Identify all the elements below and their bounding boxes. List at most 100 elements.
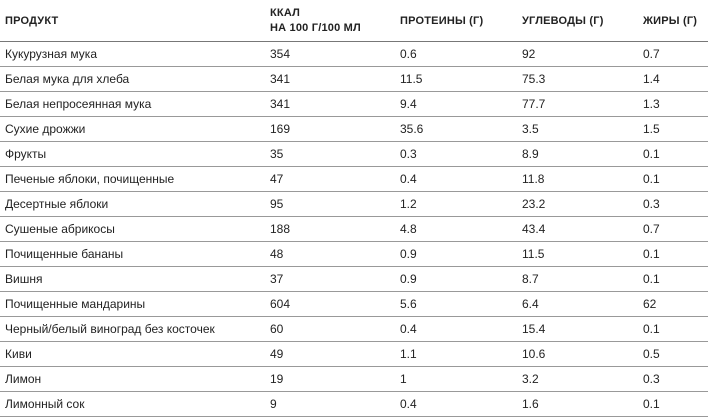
table-cell: Почищенные бананы (0, 241, 265, 267)
header-cell: ЖИРЫ (Г) (638, 0, 708, 42)
table-row: Сушеные абрикосы 188 4.8 43.4 0.7 (0, 216, 708, 242)
table-cell: Лимонный сок (0, 391, 265, 417)
table-cell: 0.1 (638, 141, 708, 167)
table-cell: 23.2 (517, 191, 638, 217)
table-cell: Черный/белый виноград без косточек (0, 316, 265, 342)
table-row: Белая мука для хлеба 341 11.5 75.3 1.4 (0, 66, 708, 92)
table-row: Киви 49 1.1 10.6 0.5 (0, 341, 708, 367)
table-row: Черный/белый виноград без косточек 60 0.4 1… (0, 316, 708, 342)
header-row: ПРОДУКТ ККАЛ НА 100 Г/100 МЛ ПРОТЕИНЫ (Г) УГ… (0, 0, 708, 42)
table-cell: 35.6 (395, 116, 517, 142)
table-cell: 77.7 (517, 91, 638, 117)
table-cell: 43.4 (517, 216, 638, 242)
table-cell: 0.4 (395, 316, 517, 342)
table-cell: 3.2 (517, 366, 638, 392)
table-cell: 37 (265, 266, 395, 292)
table-cell: 19 (265, 366, 395, 392)
table-cell: 48 (265, 241, 395, 267)
table-cell: 0.1 (638, 241, 708, 267)
table-cell: 10.6 (517, 341, 638, 367)
table-cell: 0.9 (395, 266, 517, 292)
table-cell: 47 (265, 166, 395, 192)
table-cell: 0.1 (638, 391, 708, 417)
table-cell: 92 (517, 41, 638, 67)
table-cell: Кукурузная мука (0, 41, 265, 67)
table-cell: 1.4 (638, 66, 708, 92)
table-cell: 0.6 (395, 41, 517, 67)
header-cell: УГЛЕВОДЫ (Г) (517, 0, 638, 42)
table-cell: 0.3 (638, 191, 708, 217)
table-cell: 9.4 (395, 91, 517, 117)
table-cell: 169 (265, 116, 395, 142)
table-cell: 60 (265, 316, 395, 342)
table-cell: 341 (265, 91, 395, 117)
table-cell: Почищенные мандарины (0, 291, 265, 317)
header-cell: ПРОДУКТ (0, 0, 265, 42)
table-cell: Вишня (0, 266, 265, 292)
table-body: Кукурузная мука 354 0.6 92 0.7 Белая мука для… (0, 41, 708, 417)
header-cell: ПРОТЕИНЫ (Г) (395, 0, 517, 42)
header-cell: ККАЛ НА 100 Г/100 МЛ (265, 0, 395, 42)
table-cell: 0.9 (395, 241, 517, 267)
table-cell: 0.4 (395, 391, 517, 417)
table-cell: 354 (265, 41, 395, 67)
table-cell: 1.1 (395, 341, 517, 367)
table-cell: 0.5 (638, 341, 708, 367)
table-cell: Белая непросеянная мука (0, 91, 265, 117)
table-cell: 62 (638, 291, 708, 317)
table-cell: 1.2 (395, 191, 517, 217)
table-cell: 0.1 (638, 166, 708, 192)
table-cell: 4.8 (395, 216, 517, 242)
table-cell: 1.5 (638, 116, 708, 142)
table-row: Печеные яблоки, почищенные 47 0.4 11.8 0.1 (0, 166, 708, 192)
table-cell: 1.6 (517, 391, 638, 417)
table-cell: 341 (265, 66, 395, 92)
table-cell: 8.9 (517, 141, 638, 167)
table-cell: 15.4 (517, 316, 638, 342)
table-cell: 75.3 (517, 66, 638, 92)
table-cell: Киви (0, 341, 265, 367)
header-line: ККАЛ (270, 6, 301, 19)
table-row: Лимонный сок 9 0.4 1.6 0.1 (0, 391, 708, 417)
table-row: Кукурузная мука 354 0.6 92 0.7 (0, 41, 708, 67)
table-cell: 11.5 (517, 241, 638, 267)
table-row: Белая непросеянная мука 341 9.4 77.7 1.3 (0, 91, 708, 117)
table-cell: 35 (265, 141, 395, 167)
header-line: НА 100 Г/100 МЛ (270, 21, 361, 34)
table-cell: 188 (265, 216, 395, 242)
table-cell: 0.7 (638, 41, 708, 67)
table-cell: Сухие дрожжи (0, 116, 265, 142)
table-cell: 3.5 (517, 116, 638, 142)
table-cell: 604 (265, 291, 395, 317)
table-cell: 0.7 (638, 216, 708, 242)
table-cell: 5.6 (395, 291, 517, 317)
table-cell: 95 (265, 191, 395, 217)
table-cell: 0.4 (395, 166, 517, 192)
table-cell: Белая мука для хлеба (0, 66, 265, 92)
table-cell: 11.8 (517, 166, 638, 192)
table-row: Сухие дрожжи 169 35.6 3.5 1.5 (0, 116, 708, 142)
table-cell: Десертные яблоки (0, 191, 265, 217)
table-cell: 1 (395, 366, 517, 392)
table-cell: Лимон (0, 366, 265, 392)
table-cell: 8.7 (517, 266, 638, 292)
table-row: Почищенные мандарины 604 5.6 6.4 62 (0, 291, 708, 317)
table-cell: 49 (265, 341, 395, 367)
table-row: Фрукты 35 0.3 8.9 0.1 (0, 141, 708, 167)
table-cell: Печеные яблоки, почищенные (0, 166, 265, 192)
table-cell: 6.4 (517, 291, 638, 317)
table-cell: 0.1 (638, 266, 708, 292)
table-row: Почищенные бананы 48 0.9 11.5 0.1 (0, 241, 708, 267)
table-row: Лимон 19 1 3.2 0.3 (0, 366, 708, 392)
table-row: Десертные яблоки 95 1.2 23.2 0.3 (0, 191, 708, 217)
table-cell: 0.1 (638, 316, 708, 342)
table-cell: 11.5 (395, 66, 517, 92)
table-cell: 0.3 (395, 141, 517, 167)
table-cell: Фрукты (0, 141, 265, 167)
table-cell: Сушеные абрикосы (0, 216, 265, 242)
table-row: Вишня 37 0.9 8.7 0.1 (0, 266, 708, 292)
table-cell: 1.3 (638, 91, 708, 117)
table-cell: 9 (265, 391, 395, 417)
